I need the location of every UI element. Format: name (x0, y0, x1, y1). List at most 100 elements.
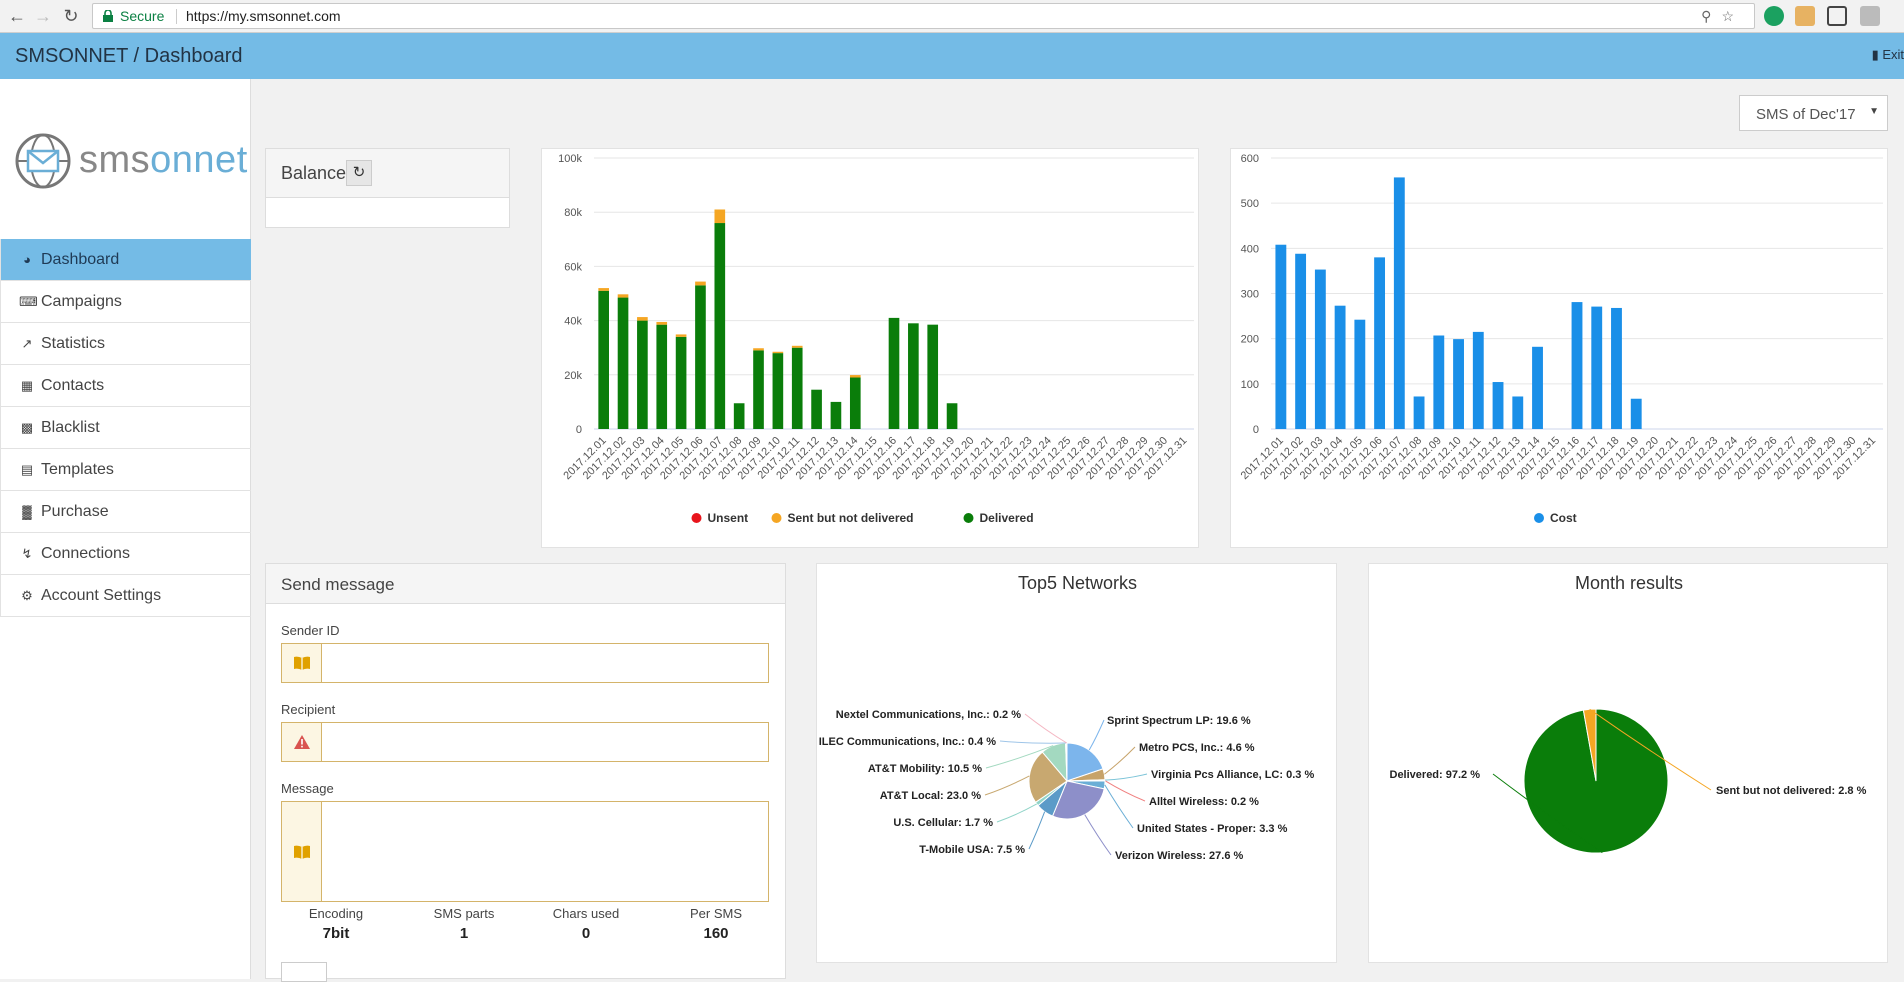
y-tick-label: 40k (564, 316, 582, 328)
cart-icon: ▓ (19, 491, 35, 533)
chart-title: Month results (1575, 573, 1683, 593)
message-label: Message (281, 781, 334, 796)
legend-item: Cost (1550, 511, 1577, 525)
chart-title: Top5 Networks (1018, 573, 1137, 593)
options-select[interactable] (281, 962, 327, 982)
cost-bar-chart: 01002003004005006002017.12.012017.12.022… (1231, 149, 1889, 549)
bar-delivered (734, 403, 745, 429)
pie-connector (997, 804, 1037, 822)
bar-delivered (831, 402, 842, 429)
sidebar-item-campaigns[interactable]: ⌨Campaigns (0, 281, 251, 323)
y-tick-label: 100k (558, 153, 582, 165)
sender-id-field[interactable] (281, 643, 769, 683)
pie-label: Delivered: 97.2 % (1390, 769, 1481, 781)
screenshot-extension-icon[interactable] (1827, 6, 1847, 26)
tachometer-icon: ◕ (19, 239, 35, 281)
key-icon[interactable]: ⚲ (1701, 8, 1721, 24)
sidebar-item-label: Templates (41, 461, 114, 478)
sidebar-menu: ◕ Dashboard ⌨Campaigns↗Statistics▦Contacts… (0, 239, 251, 617)
sidebar-item-label: Campaigns (41, 293, 122, 310)
book-icon (294, 845, 310, 859)
sms-stacked-bar-chart: 020k40k60k80k100k2017.12.012017.12.02201… (542, 149, 1200, 549)
sidebar-item-purchase[interactable]: ▓ Purchase (0, 491, 251, 533)
sidebar-item-label: Purchase (41, 503, 109, 520)
pie-label: AT&T Mobility: 10.5 % (868, 763, 982, 775)
month-select[interactable]: SMS of Dec'17 ▼ (1739, 95, 1888, 131)
extension-icon[interactable] (1795, 6, 1815, 26)
sidebar-item-connections[interactable]: ↯Connections (0, 533, 251, 575)
bar-cost (1493, 382, 1504, 429)
pie-label: ILEC Communications, Inc.: 0.4 % (819, 736, 996, 748)
bar-delivered (889, 318, 900, 429)
y-tick-label: 500 (1241, 198, 1259, 210)
extension-icon-2[interactable] (1860, 6, 1880, 26)
bar-cost (1453, 339, 1464, 429)
bar-sent-but-not-delivered (598, 288, 609, 291)
bar-sent-but-not-delivered (714, 209, 725, 223)
sidebar-item-label: Account Settings (41, 587, 161, 604)
sidebar-item-contacts[interactable]: ▦Contacts (0, 365, 251, 407)
bar-cost (1414, 396, 1425, 429)
browser-toolbar: ← → ↻ Secure https://my.smsonnet.com ⚲☆ (0, 0, 1904, 33)
pie-connector (1105, 785, 1133, 828)
pie-label: Virginia Pcs Alliance, LC: 0.3 % (1151, 769, 1314, 781)
lock-icon (103, 10, 113, 22)
refresh-button[interactable]: ↻ (346, 160, 372, 186)
omnibox-separator (176, 9, 177, 24)
exit-button[interactable]: ▮ Exit (1872, 47, 1904, 63)
bar-cost (1591, 307, 1602, 429)
sidebar-item-account-settings[interactable]: ⚙Account Settings (0, 575, 251, 617)
pie-connector (1029, 812, 1045, 849)
url-text[interactable]: https://my.smsonnet.com (186, 8, 341, 24)
grammarly-extension-icon[interactable] (1764, 6, 1784, 26)
bar-cost (1295, 254, 1306, 429)
bar-sent-but-not-delivered (773, 352, 784, 353)
y-tick-label: 300 (1241, 289, 1259, 301)
bar-sent-but-not-delivered (676, 334, 687, 336)
y-tick-label: 100 (1241, 379, 1259, 391)
pie-label: Nextel Communications, Inc.: 0.2 % (836, 709, 1021, 721)
bar-sent-but-not-delivered (850, 375, 861, 377)
sidebar-item-statistics[interactable]: ↗Statistics (0, 323, 251, 365)
back-icon[interactable]: ← (6, 5, 28, 27)
pie-connector (1000, 741, 1066, 743)
bar-cost (1335, 306, 1346, 429)
bar-delivered (714, 223, 725, 429)
exit-label: Exit (1882, 47, 1904, 62)
bar-cost (1631, 399, 1642, 429)
pie-connector (985, 776, 1029, 795)
reload-icon[interactable]: ↻ (60, 5, 82, 27)
sidebar-item-label: Dashboard (41, 251, 119, 268)
pie-connector (1104, 747, 1135, 774)
line-chart-icon: ↗ (19, 323, 35, 365)
forward-icon[interactable]: → (32, 5, 54, 27)
recipient-field[interactable] (281, 722, 769, 762)
address-bar[interactable]: Secure https://my.smsonnet.com ⚲☆ (92, 3, 1755, 29)
page-title: SMSONNET / Dashboard (15, 45, 243, 68)
bar-delivered (618, 298, 629, 429)
bar-cost (1394, 177, 1405, 429)
legend-item: Delivered (980, 511, 1034, 525)
bar-cost (1374, 257, 1385, 429)
sidebar-item-templates[interactable]: ▤Templates (0, 449, 251, 491)
sidebar: smsonnet ◕Dashboard⌨Campaigns↗Statistics… (0, 79, 251, 979)
bar-sent-but-not-delivered (618, 294, 629, 297)
sidebar-item-dashboard[interactable]: ◕ Dashboard (0, 239, 251, 281)
y-tick-label: 0 (1253, 424, 1259, 436)
message-textarea[interactable] (281, 801, 769, 902)
pie-label: U.S. Cellular: 1.7 % (893, 817, 993, 829)
star-icon[interactable]: ☆ (1721, 8, 1744, 24)
bar-delivered (947, 403, 958, 429)
bar-delivered (850, 378, 861, 429)
sidebar-item-blacklist[interactable]: ▩Blacklist (0, 407, 251, 449)
caret-down-icon: ▼ (1869, 106, 1879, 117)
balance-panel: Balance ↻ (265, 148, 510, 228)
